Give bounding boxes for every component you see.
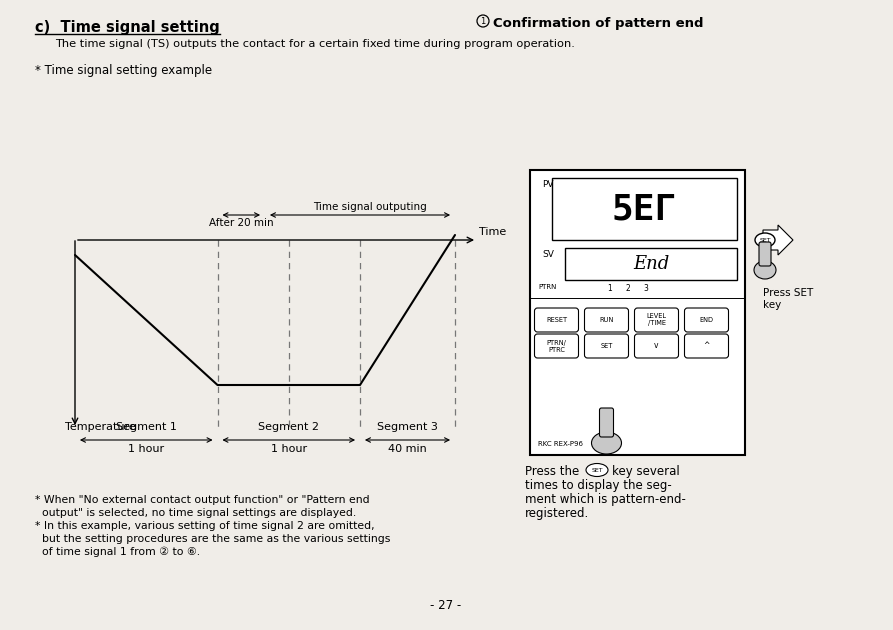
Text: times to display the seg-: times to display the seg- [525, 479, 672, 492]
Text: PTRN/
PTRC: PTRN/ PTRC [547, 340, 566, 353]
Text: SET: SET [600, 343, 613, 349]
Text: * Time signal setting example: * Time signal setting example [35, 64, 213, 77]
Text: registered.: registered. [525, 507, 589, 520]
Text: 5EГ: 5EГ [612, 192, 677, 226]
Text: Confirmation of pattern end: Confirmation of pattern end [493, 17, 704, 30]
Text: SET: SET [759, 238, 771, 243]
Ellipse shape [586, 464, 608, 476]
Text: Segment 2: Segment 2 [258, 422, 320, 432]
Text: RKC REX-P96: RKC REX-P96 [538, 441, 583, 447]
Text: 1 hour: 1 hour [129, 444, 164, 454]
Ellipse shape [754, 261, 776, 279]
Text: PTRN: PTRN [538, 284, 556, 290]
FancyBboxPatch shape [635, 334, 679, 358]
FancyArrow shape [763, 225, 793, 255]
Text: but the setting procedures are the same as the various settings: but the setting procedures are the same … [35, 534, 390, 544]
Text: END: END [699, 317, 714, 323]
Text: SV: SV [542, 250, 554, 259]
FancyBboxPatch shape [585, 308, 629, 332]
Text: - 27 -: - 27 - [430, 599, 462, 612]
Text: Temperature: Temperature [65, 422, 136, 432]
Text: ment which is pattern-end-: ment which is pattern-end- [525, 493, 686, 506]
FancyBboxPatch shape [759, 242, 771, 266]
Ellipse shape [591, 432, 622, 454]
Text: Segment 1: Segment 1 [116, 422, 177, 432]
Bar [565, 248, 737, 280]
FancyBboxPatch shape [635, 308, 679, 332]
Text: 1: 1 [607, 284, 613, 293]
Text: Time signal outputing: Time signal outputing [313, 202, 427, 212]
Text: ^: ^ [704, 341, 710, 350]
Text: Segment 3: Segment 3 [377, 422, 438, 432]
Text: 1 hour: 1 hour [271, 444, 307, 454]
Text: RESET: RESET [546, 317, 567, 323]
Text: SET: SET [591, 467, 603, 472]
Text: * In this example, various setting of time signal 2 are omitted,: * In this example, various setting of ti… [35, 521, 375, 531]
Text: output" is selected, no time signal settings are displayed.: output" is selected, no time signal sett… [35, 508, 356, 518]
Text: End: End [633, 255, 669, 273]
Text: After 20 min: After 20 min [209, 218, 273, 228]
Text: c)  Time signal setting: c) Time signal setting [35, 20, 220, 35]
Text: LEVEL
/TIME: LEVEL /TIME [647, 314, 666, 326]
Ellipse shape [755, 233, 775, 247]
Text: Press the: Press the [525, 465, 580, 478]
Text: Press SET: Press SET [763, 288, 814, 298]
FancyBboxPatch shape [685, 334, 729, 358]
Text: key several: key several [612, 465, 680, 478]
Text: * When "No external contact output function" or "Pattern end: * When "No external contact output funct… [35, 495, 370, 505]
FancyBboxPatch shape [585, 334, 629, 358]
Bar [530, 170, 745, 455]
Text: Time: Time [479, 227, 506, 237]
Text: The time signal (TS) outputs the contact for a certain fixed time during program: The time signal (TS) outputs the contact… [55, 39, 575, 49]
Text: 3: 3 [644, 284, 648, 293]
Text: 40 min: 40 min [388, 444, 427, 454]
Text: 1: 1 [480, 16, 486, 25]
Text: of time signal 1 from ② to ⑥.: of time signal 1 from ② to ⑥. [35, 547, 200, 558]
Text: v: v [655, 341, 659, 350]
FancyBboxPatch shape [599, 408, 613, 437]
FancyBboxPatch shape [685, 308, 729, 332]
FancyBboxPatch shape [535, 334, 579, 358]
Circle shape [477, 15, 489, 27]
Bar [552, 178, 737, 240]
Text: key: key [763, 300, 781, 310]
FancyBboxPatch shape [535, 308, 579, 332]
Text: PV: PV [542, 180, 554, 189]
Text: 2: 2 [626, 284, 630, 293]
Text: RUN: RUN [599, 317, 613, 323]
